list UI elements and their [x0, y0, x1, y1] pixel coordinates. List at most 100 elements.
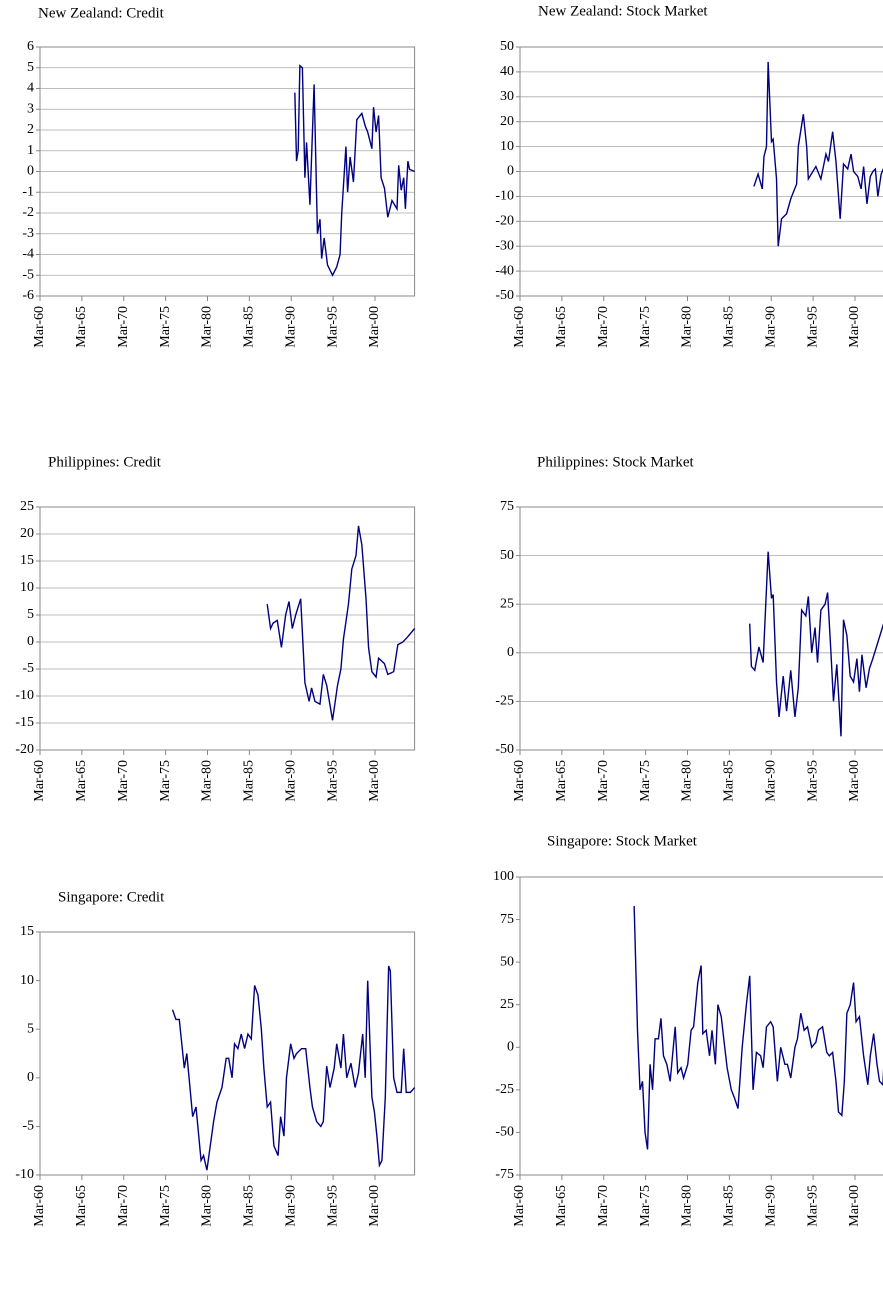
- y-tick-label: 5: [27, 60, 34, 75]
- chart-title: Philippines: Credit: [48, 454, 162, 470]
- y-tick-label: 2: [27, 122, 34, 137]
- x-tick-label: Mar-80: [200, 1185, 215, 1227]
- chart-title: Singapore: Credit: [58, 889, 165, 905]
- chart-title: Singapore: Stock Market: [547, 833, 698, 849]
- x-tick-label: Mar-85: [722, 1185, 737, 1227]
- y-tick-label: 6: [27, 39, 34, 54]
- x-tick-label: Mar-80: [200, 760, 215, 802]
- x-tick-label: Mar-85: [722, 760, 737, 802]
- plot-frame: [519, 46, 883, 297]
- y-tick-label: -30: [495, 238, 514, 253]
- series-line: [171, 965, 416, 1171]
- x-tick-label: Mar-85: [242, 760, 257, 802]
- y-tick-label: -25: [495, 694, 514, 709]
- x-tick-label: Mar-90: [763, 760, 778, 802]
- y-tick-label: 4: [27, 81, 34, 96]
- y-tick-label: 25: [20, 499, 34, 514]
- x-tick-label: Mar-95: [325, 1185, 340, 1227]
- y-tick-label: -5: [22, 661, 34, 676]
- x-tick-label: Mar-90: [283, 760, 298, 802]
- y-tick-label: 40: [500, 64, 514, 79]
- y-tick-label: 25: [500, 997, 514, 1012]
- y-tick-label: -50: [495, 288, 514, 303]
- y-tick-label: 10: [20, 580, 34, 595]
- x-tick-label: Mar-70: [596, 760, 611, 802]
- plot-frame: [519, 876, 883, 1176]
- y-tick-label: -10: [15, 1167, 34, 1182]
- panel: New Zealand: Credit -6 -5 -4 -3 -2 -1 0 1 2 3 4 5 6 Ma…: [22, 5, 416, 348]
- x-tick-label: Mar-75: [638, 760, 653, 802]
- y-tick-label: 5: [27, 1021, 34, 1036]
- y-tick-label: -75: [495, 1167, 514, 1182]
- x-tick-label: Mar-80: [200, 306, 215, 348]
- y-tick-label: 50: [500, 954, 514, 969]
- y-tick-label: 10: [20, 973, 34, 988]
- series-line: [266, 525, 416, 721]
- x-tick-label: Mar-80: [680, 1185, 695, 1227]
- chart-title: New Zealand: Stock Market: [538, 3, 708, 19]
- chart-title: New Zealand: Credit: [38, 5, 165, 21]
- x-tick-label: Mar-70: [596, 1185, 611, 1227]
- x-tick-label: Mar-60: [32, 1185, 47, 1227]
- y-tick-label: 75: [500, 499, 514, 514]
- x-tick-label: Mar-90: [283, 1185, 298, 1227]
- series-line: [294, 64, 415, 277]
- x-tick-label: Mar-85: [242, 1185, 257, 1227]
- x-tick-label: Mar-70: [116, 760, 131, 802]
- y-tick-label: 1: [27, 143, 34, 158]
- y-tick-label: -1: [22, 184, 34, 199]
- y-tick-label: -5: [22, 267, 34, 282]
- x-tick-label: Mar-95: [805, 1185, 820, 1227]
- panel: Philippines: Credit -20 -15 -10 -5 0 5 10 15 20 25…: [15, 454, 416, 802]
- x-tick-label: Mar-75: [158, 1185, 173, 1227]
- y-tick-label: -15: [15, 715, 34, 730]
- y-tick-label: 30: [500, 89, 514, 104]
- y-tick-label: 0: [507, 645, 514, 660]
- x-tick-label: Mar-75: [638, 306, 653, 348]
- x-tick-label: Mar-95: [325, 760, 340, 802]
- x-tick-label: Mar-60: [512, 1185, 527, 1227]
- x-tick-label: Mar-90: [763, 306, 778, 348]
- x-tick-label: Mar-00: [367, 306, 382, 348]
- x-tick-label: Mar-70: [116, 1185, 131, 1227]
- x-tick-label: Mar-60: [32, 306, 47, 348]
- y-tick-label: -6: [22, 288, 34, 303]
- y-tick-label: 50: [500, 39, 514, 54]
- y-tick-label: 0: [507, 1040, 514, 1055]
- x-tick-label: Mar-70: [596, 306, 611, 348]
- y-tick-label: -20: [15, 742, 34, 757]
- y-tick-label: -3: [22, 226, 34, 241]
- panel: Singapore: Credit -10 -5 0 5 10 15 Mar-60 Mar-65…: [15, 889, 416, 1227]
- x-tick-label: Mar-85: [722, 306, 737, 348]
- panel: New Zealand: Stock Market -50 -40 -30 -20 -10…: [495, 3, 883, 348]
- x-tick-label: Mar-90: [763, 1185, 778, 1227]
- x-tick-label: Mar-75: [638, 1185, 653, 1227]
- panel: Singapore: Stock Market -75 -50 -25 0 25 50 75 1…: [493, 833, 883, 1227]
- y-tick-label: -4: [22, 247, 34, 262]
- y-tick-label: -50: [495, 1125, 514, 1140]
- x-tick-label: Mar-95: [325, 306, 340, 348]
- x-tick-label: Mar-00: [847, 306, 862, 348]
- x-tick-label: Mar-65: [554, 760, 569, 802]
- y-tick-label: -25: [495, 1082, 514, 1097]
- y-tick-label: 100: [493, 869, 514, 884]
- y-tick-label: 15: [20, 924, 34, 939]
- plot-frame: [39, 931, 416, 1176]
- x-tick-label: Mar-75: [158, 760, 173, 802]
- y-tick-label: 0: [27, 1070, 34, 1085]
- x-tick-label: Mar-60: [32, 760, 47, 802]
- x-tick-label: Mar-65: [74, 306, 89, 348]
- y-tick-label: 0: [27, 164, 34, 179]
- x-tick-label: Mar-60: [512, 760, 527, 802]
- panel: Philippines: Stock Market -50 -25 0 25 50 75 Ma…: [495, 454, 883, 802]
- x-tick-label: Mar-95: [805, 306, 820, 348]
- y-tick-label: -20: [495, 214, 514, 229]
- x-tick-label: Mar-80: [680, 306, 695, 348]
- x-tick-label: Mar-75: [158, 306, 173, 348]
- chart-title: Philippines: Stock Market: [537, 454, 694, 470]
- x-tick-label: Mar-65: [554, 306, 569, 348]
- y-tick-label: -10: [495, 189, 514, 204]
- x-tick-label: Mar-80: [680, 760, 695, 802]
